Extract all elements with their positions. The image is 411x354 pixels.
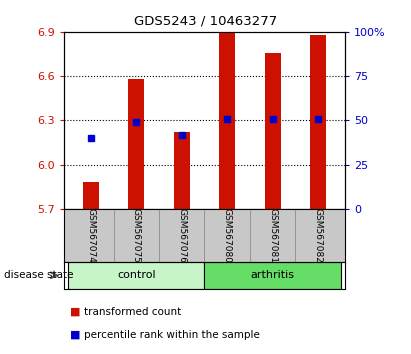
Bar [83,182,99,209]
Text: GDS5243 / 10463277: GDS5243 / 10463277 [134,14,277,27]
Text: arthritis: arthritis [251,270,295,280]
Bar [219,32,235,209]
Text: transformed count: transformed count [84,307,182,316]
Text: GSM567075: GSM567075 [132,208,141,263]
Text: ■: ■ [70,307,81,316]
Bar [68,262,205,289]
Bar [205,262,341,289]
Text: control: control [117,270,156,280]
Bar [128,79,144,209]
Text: GSM567082: GSM567082 [314,208,323,263]
Text: GSM567074: GSM567074 [86,208,95,263]
Text: disease state: disease state [4,270,74,280]
Bar [265,52,281,209]
Bar [174,132,190,209]
Text: ■: ■ [70,330,81,339]
Bar [310,35,326,209]
Text: GSM567081: GSM567081 [268,208,277,263]
Text: GSM567076: GSM567076 [177,208,186,263]
Text: GSM567080: GSM567080 [223,208,232,263]
Text: percentile rank within the sample: percentile rank within the sample [84,330,260,339]
